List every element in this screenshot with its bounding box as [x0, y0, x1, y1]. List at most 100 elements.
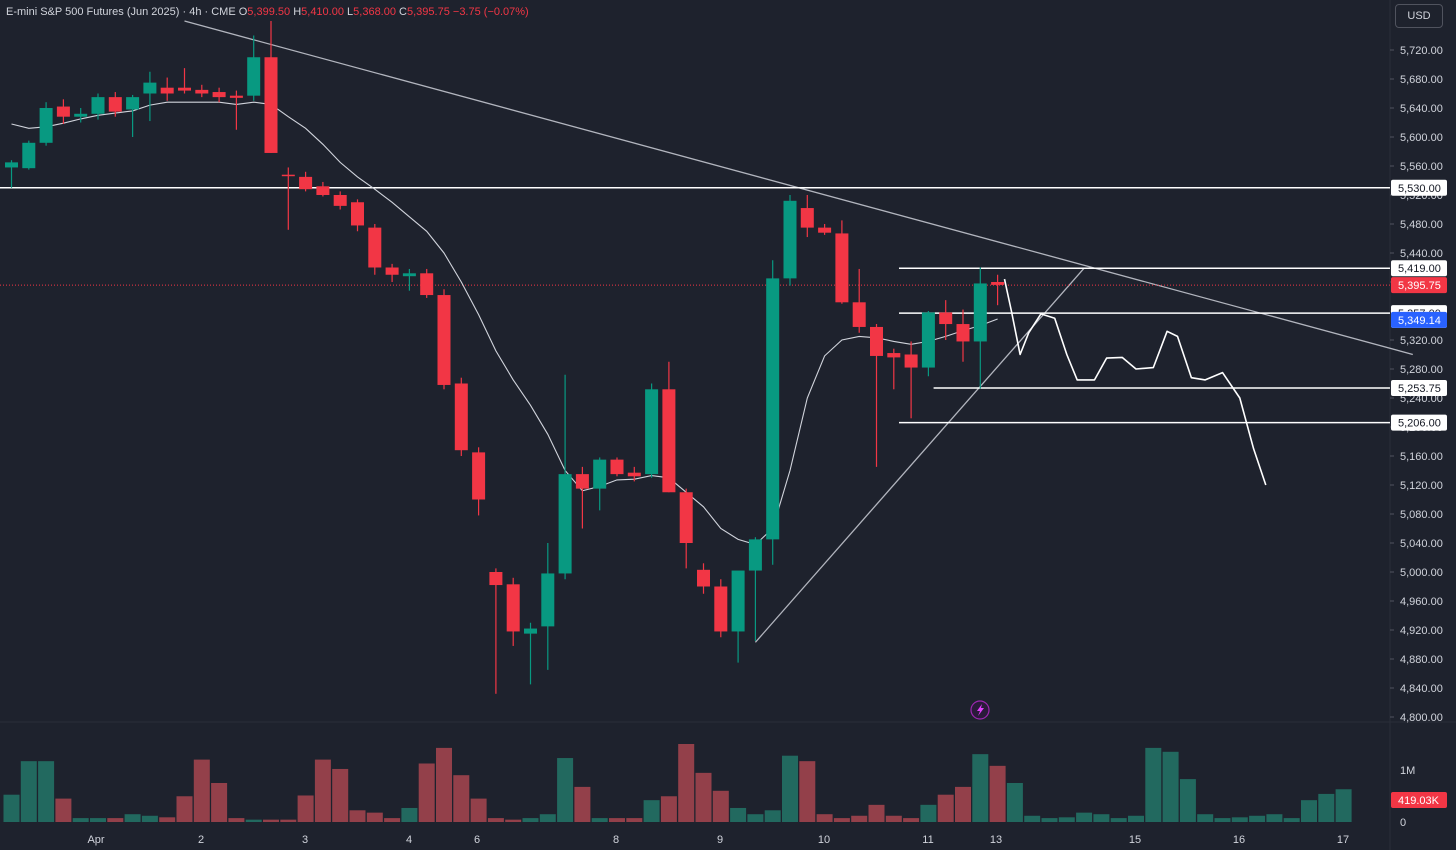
candle-body[interactable] — [39, 108, 53, 143]
candle-body[interactable] — [333, 195, 347, 206]
candle-body[interactable] — [697, 569, 710, 587]
candle-body[interactable] — [91, 97, 105, 114]
volume-bar[interactable] — [920, 804, 937, 822]
volume-bar[interactable] — [1006, 783, 1023, 822]
volume-bar[interactable] — [1301, 800, 1317, 822]
candle-body[interactable] — [645, 389, 659, 475]
volume-bar[interactable] — [436, 747, 452, 822]
volume-bar[interactable] — [574, 786, 591, 822]
volume-bar[interactable] — [107, 818, 124, 822]
volume-bar[interactable] — [487, 818, 504, 822]
candle-body[interactable] — [818, 227, 832, 233]
volume-bar[interactable] — [885, 815, 902, 822]
volume-bar[interactable] — [816, 814, 833, 822]
candle-body[interactable] — [454, 383, 468, 451]
candle-body[interactable] — [385, 267, 399, 275]
candle-body[interactable] — [679, 492, 693, 543]
volume-bar[interactable] — [695, 772, 712, 822]
candle-body[interactable] — [247, 57, 261, 96]
candle-body[interactable] — [74, 113, 88, 117]
candle-body[interactable] — [714, 586, 728, 632]
candle-body[interactable] — [731, 570, 745, 632]
volume-bar[interactable] — [747, 814, 764, 822]
volume-bar[interactable] — [314, 759, 331, 822]
volume-bar[interactable] — [609, 818, 625, 822]
volume-bar[interactable] — [1231, 817, 1248, 822]
candle-body[interactable] — [178, 87, 191, 91]
volume-bar[interactable] — [833, 818, 850, 822]
volume-bar[interactable] — [297, 795, 314, 822]
volume-bar[interactable] — [124, 814, 141, 822]
volume-bar[interactable] — [782, 755, 798, 822]
candle-body[interactable] — [627, 472, 641, 477]
candle-body[interactable] — [852, 302, 866, 327]
candle-body[interactable] — [835, 233, 849, 303]
volume-bar[interactable] — [453, 775, 470, 822]
volume-bar[interactable] — [366, 812, 383, 822]
volume-bar[interactable] — [712, 790, 729, 822]
volume-bar[interactable] — [1145, 747, 1162, 822]
candle-body[interactable] — [160, 87, 174, 94]
candle-body[interactable] — [368, 227, 382, 268]
volume-bar[interactable] — [1110, 818, 1127, 822]
volume-bar[interactable] — [1214, 818, 1231, 822]
volume-bar[interactable] — [1266, 814, 1283, 822]
candle-body[interactable] — [991, 282, 1005, 285]
candle-body[interactable] — [299, 176, 313, 190]
symbol-title[interactable]: E-mini S&P 500 Futures (Jun 2025) · 4h ·… — [6, 6, 236, 18]
candle-body[interactable] — [593, 459, 607, 489]
candle-body[interactable] — [22, 142, 36, 169]
volume-bar[interactable] — [72, 818, 89, 822]
candle-body[interactable] — [956, 324, 970, 342]
candle-body[interactable] — [472, 452, 486, 500]
candle-body[interactable] — [5, 162, 18, 168]
candle-body[interactable] — [489, 572, 503, 586]
volume-bar[interactable] — [1335, 789, 1352, 822]
volume-bar[interactable] — [1041, 818, 1058, 822]
candle-body[interactable] — [904, 354, 918, 368]
candle-body[interactable] — [524, 628, 537, 634]
volume-bar[interactable] — [851, 815, 868, 822]
candle-body[interactable] — [541, 573, 555, 627]
candle-body[interactable] — [108, 97, 122, 112]
volume-bar[interactable] — [626, 818, 643, 822]
volume-bar[interactable] — [903, 818, 920, 822]
volume-bar[interactable] — [678, 744, 695, 822]
volume-bar[interactable] — [3, 794, 20, 822]
volume-bar[interactable] — [643, 800, 660, 822]
volume-bar[interactable] — [401, 807, 418, 822]
candle-body[interactable] — [195, 89, 209, 94]
volume-bar[interactable] — [228, 818, 245, 822]
candle-body[interactable] — [402, 273, 416, 277]
candle-body[interactable] — [575, 474, 589, 489]
volume-bar[interactable] — [90, 818, 106, 822]
volume-bar[interactable] — [418, 763, 435, 823]
volume-bar[interactable] — [263, 819, 279, 822]
volume-bar[interactable] — [1093, 814, 1110, 822]
volume-bar[interactable] — [211, 783, 228, 822]
currency-button[interactable]: USD — [1395, 4, 1443, 28]
volume-bar[interactable] — [280, 819, 297, 822]
candle-body[interactable] — [870, 326, 883, 356]
candle-body[interactable] — [56, 106, 70, 117]
candle-body[interactable] — [437, 295, 451, 385]
volume-bar[interactable] — [557, 758, 574, 822]
candle-body[interactable] — [126, 97, 140, 110]
volume-bar[interactable] — [1058, 817, 1075, 822]
candle-body[interactable] — [748, 539, 762, 571]
volume-bar[interactable] — [799, 761, 816, 822]
volume-bar[interactable] — [159, 817, 176, 822]
candle-body[interactable] — [887, 353, 901, 358]
volume-bar[interactable] — [972, 754, 989, 822]
candle-body[interactable] — [800, 208, 814, 228]
candle-body[interactable] — [783, 200, 797, 279]
candle-body[interactable] — [281, 174, 295, 177]
candle-body[interactable] — [420, 273, 434, 296]
volume-bar[interactable] — [989, 765, 1006, 822]
volume-bar[interactable] — [1024, 815, 1041, 822]
volume-bar[interactable] — [176, 796, 193, 822]
candle-body[interactable] — [264, 57, 278, 153]
volume-bar[interactable] — [1197, 814, 1214, 822]
candle-body[interactable] — [212, 92, 226, 98]
